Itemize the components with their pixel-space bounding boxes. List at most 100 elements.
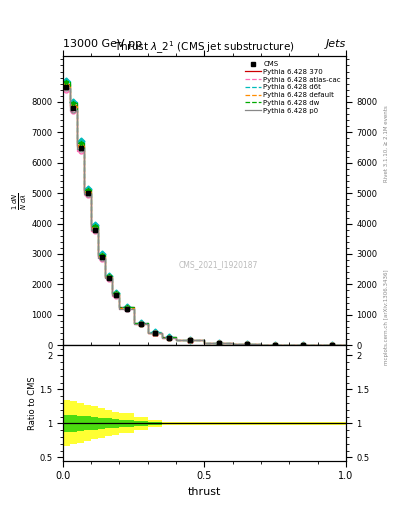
CMS xyxy=(71,105,76,111)
Pythia 6.428 atlas-cac xyxy=(145,330,150,336)
Pythia 6.428 d6t xyxy=(315,342,320,348)
Pythia 6.428 dw xyxy=(315,342,320,348)
Bar xyxy=(63,400,70,446)
CMS xyxy=(85,190,90,196)
Pythia 6.428 d6t xyxy=(89,185,94,191)
Pythia 6.428 370 xyxy=(145,321,150,327)
Pythia 6.428 370 xyxy=(343,342,348,348)
Text: Jets: Jets xyxy=(325,38,346,49)
Text: mcplots.cern.ch [arXiv:1306.3436]: mcplots.cern.ch [arXiv:1306.3436] xyxy=(384,270,389,365)
Pythia 6.428 d6t xyxy=(259,341,263,347)
Pythia 6.428 atlas-cac xyxy=(259,341,263,347)
Pythia 6.428 default xyxy=(61,82,65,88)
Pythia 6.428 370 xyxy=(61,80,65,87)
CMS xyxy=(329,342,334,348)
Pythia 6.428 p0 xyxy=(145,330,150,336)
Pythia 6.428 default xyxy=(89,225,94,231)
Pythia 6.428 dw xyxy=(287,342,292,348)
Pythia 6.428 d6t xyxy=(230,341,235,347)
Pythia 6.428 370 xyxy=(110,290,115,296)
Bar xyxy=(91,417,98,430)
Bar xyxy=(176,422,204,425)
Pythia 6.428 default xyxy=(75,103,79,110)
Pythia 6.428 p0 xyxy=(117,306,122,312)
Bar xyxy=(84,404,91,441)
Pythia 6.428 atlas-cac xyxy=(230,341,235,347)
CMS xyxy=(99,254,104,260)
Bar xyxy=(289,423,318,424)
Bar xyxy=(261,422,289,425)
Pythia 6.428 dw xyxy=(110,290,115,296)
CMS xyxy=(167,334,171,340)
Bar xyxy=(70,401,77,444)
Pythia 6.428 dw xyxy=(61,79,65,85)
Pythia 6.428 d6t xyxy=(174,334,178,340)
Pythia 6.428 default xyxy=(103,274,108,281)
Pythia 6.428 d6t xyxy=(131,304,136,310)
Pythia 6.428 370 xyxy=(259,341,263,347)
Pythia 6.428 370 xyxy=(145,330,150,336)
Pythia 6.428 370 xyxy=(82,141,86,147)
Pythia 6.428 370 xyxy=(202,337,207,343)
Pythia 6.428 atlas-cac xyxy=(145,321,150,327)
Pythia 6.428 atlas-cac xyxy=(89,228,94,234)
Pythia 6.428 370 xyxy=(160,330,164,336)
Pythia 6.428 d6t xyxy=(230,339,235,346)
Text: 13000 GeV pp: 13000 GeV pp xyxy=(63,38,142,49)
Pythia 6.428 p0 xyxy=(96,227,101,233)
Pythia 6.428 370 xyxy=(174,334,178,340)
Pythia 6.428 dw xyxy=(103,273,108,279)
CMS xyxy=(114,292,118,298)
Pythia 6.428 dw xyxy=(75,140,79,146)
Pythia 6.428 d6t xyxy=(68,99,72,105)
Bar xyxy=(318,423,346,424)
Pythia 6.428 default xyxy=(110,291,115,297)
Bar xyxy=(162,422,176,425)
Pythia 6.428 default xyxy=(103,253,108,260)
Pythia 6.428 atlas-cac xyxy=(68,87,72,93)
Pythia 6.428 dw xyxy=(259,342,263,348)
Pythia 6.428 370 xyxy=(68,80,72,87)
Pythia 6.428 d6t xyxy=(103,273,108,279)
Pythia 6.428 dw xyxy=(131,320,136,326)
Pythia 6.428 default xyxy=(117,305,122,311)
Bar xyxy=(77,403,84,443)
Pythia 6.428 dw xyxy=(160,334,164,340)
Pythia 6.428 d6t xyxy=(202,337,207,343)
Pythia 6.428 default xyxy=(174,334,178,340)
Pythia 6.428 dw xyxy=(117,304,122,310)
CMS xyxy=(92,227,97,233)
Bar xyxy=(176,423,204,424)
Bar xyxy=(119,413,134,433)
Pythia 6.428 p0 xyxy=(315,342,320,348)
Bar xyxy=(112,412,119,435)
Bar xyxy=(105,410,112,436)
Pythia 6.428 p0 xyxy=(202,337,207,344)
Pythia 6.428 d6t xyxy=(287,342,292,348)
Pythia 6.428 atlas-cac xyxy=(82,147,86,154)
Pythia 6.428 atlas-cac xyxy=(315,342,320,348)
Pythia 6.428 d6t xyxy=(96,222,101,228)
Bar xyxy=(84,416,91,431)
Bar xyxy=(77,416,84,431)
Pythia 6.428 370 xyxy=(315,342,320,348)
Pythia 6.428 370 xyxy=(89,187,94,193)
X-axis label: thrust: thrust xyxy=(188,487,221,497)
Pythia 6.428 default xyxy=(89,188,94,195)
Pythia 6.428 p0 xyxy=(230,340,235,346)
Pythia 6.428 d6t xyxy=(75,99,79,105)
Pythia 6.428 atlas-cac xyxy=(89,191,94,198)
Pythia 6.428 atlas-cac xyxy=(110,276,115,282)
CMS xyxy=(216,340,221,346)
Pythia 6.428 atlas-cac xyxy=(75,108,79,114)
Pythia 6.428 atlas-cac xyxy=(287,342,292,348)
Bar xyxy=(134,417,148,430)
Pythia 6.428 atlas-cac xyxy=(103,255,108,262)
Pythia 6.428 p0 xyxy=(174,334,178,340)
Pythia 6.428 dw xyxy=(160,330,164,336)
CMS xyxy=(64,83,69,90)
Pythia 6.428 p0 xyxy=(230,341,235,347)
Pythia 6.428 d6t xyxy=(160,334,164,340)
Pythia 6.428 p0 xyxy=(75,146,79,152)
Pythia 6.428 default xyxy=(287,342,292,348)
